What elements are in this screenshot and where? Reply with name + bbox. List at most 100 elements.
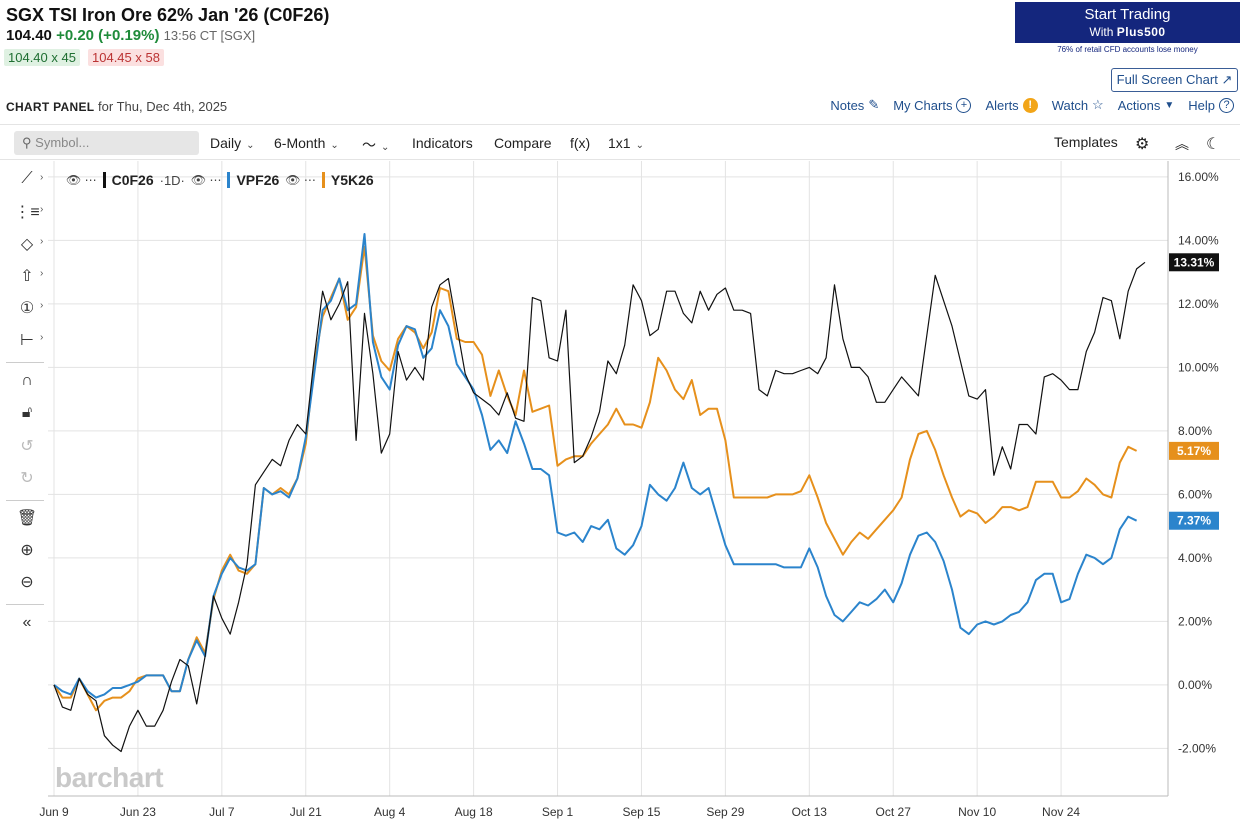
symbol-placeholder: Symbol... [35, 135, 90, 150]
magnet-icon[interactable]: ∩ [21, 372, 33, 389]
x-axis: Jun 9 Jun 23 Jul 7 Jul 21 Aug 4 Aug 18 Sep 1 Se… [39, 795, 1168, 819]
arrow-tool-icon[interactable]: ⇧ › [20, 268, 44, 285]
my-charts-label: My Charts [893, 97, 953, 113]
bid-size: 104.40 x 45 [4, 49, 80, 66]
full-screen-chart-button[interactable]: Full Screen Chart ↗ [1111, 68, 1238, 92]
eye-icon[interactable]: 👁︎ ⋯ [285, 173, 316, 187]
collapse-sidebar-icon[interactable]: « [22, 614, 32, 631]
symbol-search-input[interactable]: ⚲ Symbol... [14, 131, 199, 155]
y-tick-label: 4.00% [1178, 551, 1212, 565]
chart-type-select[interactable]: 〜 ⌄ [362, 135, 389, 155]
top-links: Notes ✎ My Charts + Alerts! Watch ☆ Actions… [830, 97, 1234, 113]
layout-label: 1x1 [608, 135, 631, 151]
eye-icon[interactable]: 👁︎ ⋯ [190, 173, 222, 187]
barchart-watermark: barchart [55, 762, 164, 793]
indicators-button[interactable]: Indicators [412, 135, 473, 151]
legend-c0f26[interactable]: C0F26 [111, 172, 154, 188]
legend-swatch-y5k26 [321, 172, 325, 188]
legend-y5k26[interactable]: Y5K26 [330, 172, 374, 188]
watch-link[interactable]: Watch ☆ [1052, 97, 1104, 113]
quote-time: 13:56 CT [SGX] [163, 28, 256, 43]
annotation-tool-icon[interactable]: ① › [19, 300, 44, 317]
series-lines [53, 233, 1146, 753]
edit-icon: ✎ [868, 97, 880, 112]
legend-c0f26-interval: ·1D· [159, 172, 185, 188]
compare-button[interactable]: Compare [494, 135, 552, 151]
zoom-out-icon[interactable]: ⊖ [20, 574, 34, 591]
x-tick-label: Sep 29 [706, 805, 744, 819]
templates-button[interactable]: Templates [1054, 134, 1118, 150]
last-value-tag-vpf26 [1169, 511, 1219, 530]
panel-title: CHART PANEL [6, 100, 95, 114]
chart-panel-label: CHART PANEL for Thu, Dec 4th, 2025 [6, 99, 227, 114]
collapse-icon[interactable]: ︽ [1175, 136, 1189, 152]
my-charts-link[interactable]: My Charts + [893, 97, 972, 113]
help-link[interactable]: Help? [1188, 97, 1234, 113]
redo-icon[interactable]: ↻ [20, 470, 34, 487]
trash-icon[interactable]: 🗑︎ [16, 510, 38, 527]
notes-link[interactable]: Notes ✎ [830, 97, 879, 113]
plus-circle-icon: + [956, 97, 972, 113]
legend-vpf26[interactable]: VPF26 [236, 172, 280, 188]
x-tick-label: Nov 10 [958, 805, 996, 819]
legend-swatch-c0f26 [102, 172, 106, 188]
chevron-down-icon: ⌄ [330, 140, 339, 151]
alerts-link[interactable]: Alerts! [985, 97, 1038, 113]
help-label: Help [1188, 97, 1215, 113]
trendline-tool-icon[interactable]: ⟋ › [21, 170, 44, 187]
fx-button[interactable]: f(x) [570, 135, 591, 151]
notes-label: Notes [830, 97, 865, 113]
ad-with: With [1089, 25, 1114, 39]
x-tick-label: Jun 23 [120, 805, 156, 819]
y-tick-label: 14.00% [1178, 233, 1219, 247]
interval-select[interactable]: Daily ⌄ [210, 135, 255, 151]
range-select[interactable]: 6-Month ⌄ [274, 135, 339, 151]
series-line-vpf26 [53, 233, 1138, 699]
series-line-c0f26 [53, 261, 1146, 753]
alerts-label: Alerts [985, 97, 1019, 113]
ad-line1: Start Trading [1084, 6, 1171, 23]
ad-line2: With Plus500 [1015, 25, 1240, 39]
x-tick-label: Oct 13 [792, 805, 828, 819]
last-value-label-c0f26: 13.31% [1174, 255, 1215, 269]
tool-divider [6, 604, 44, 605]
interval-label: Daily [210, 135, 242, 151]
actions-menu[interactable]: Actions ▼ [1118, 97, 1175, 113]
price-change: +0.20 (+0.19%) [56, 27, 160, 44]
page-title: SGX TSI Iron Ore 62% Jan '26 (C0F26) [6, 5, 330, 25]
x-tick-label: Aug 4 [374, 805, 406, 819]
layout-select[interactable]: 1x1 ⌄ [608, 135, 644, 151]
plot-area [48, 161, 1168, 796]
watch-label: Watch [1051, 97, 1089, 113]
grid [48, 161, 1168, 796]
y-tick-label: 10.00% [1178, 360, 1219, 374]
expand-arrow-icon: ↗ [1221, 72, 1233, 87]
last-value-label-vpf26: 7.37% [1177, 514, 1211, 528]
zoom-in-icon[interactable]: ⊕ [20, 542, 34, 559]
plus500-ad[interactable]: Start Trading With Plus500 76% of retail… [1015, 2, 1240, 57]
lock-icon[interactable]: 🔓︎ [21, 404, 33, 421]
fib-tool-icon[interactable]: ⋮≡ › [14, 204, 44, 221]
measure-tool-icon[interactable]: ⊢ › [20, 332, 44, 349]
chevron-down-icon: ⌄ [635, 140, 644, 151]
dark-mode-icon[interactable]: ☾ [1206, 136, 1221, 153]
alert-icon: ! [1022, 97, 1038, 113]
chart-legend: 👁︎ ⋯ C0F26 ·1D· 👁︎ ⋯ VPF26 👁︎ ⋯ Y5K26 [66, 172, 374, 188]
x-tick-label: Sep 1 [542, 805, 574, 819]
range-label: 6-Month [274, 135, 326, 151]
undo-icon[interactable]: ↺ [20, 438, 34, 455]
y-tick-label: 0.00% [1178, 678, 1212, 692]
question-icon: ? [1219, 97, 1234, 113]
y-tick-label: -2.00% [1178, 741, 1216, 755]
eye-icon[interactable]: 👁︎ ⋯ [66, 173, 97, 187]
panel-date: for Thu, Dec 4th, 2025 [98, 99, 228, 114]
shapes-tool-icon[interactable]: ◇ › [20, 236, 44, 253]
last-value-tags: 13.31% 7.37% 5.17% [1169, 253, 1219, 530]
last-value-tag-c0f26 [1169, 253, 1219, 272]
price-line: 104.40 +0.20 (+0.19%) 13:56 CT [SGX] [6, 27, 255, 44]
caret-down-icon: ▼ [1164, 99, 1175, 111]
gear-icon[interactable]: ⚙ [1135, 136, 1150, 153]
drawing-toolbar: ⟋ › ⋮≡ › ◇ › ⇧ › ① › ⊢ › ∩ 🔓︎ ↺ ↻ 🗑︎ ⊕ ⊖ « [0, 162, 48, 822]
chevron-down-icon: ⌄ [381, 142, 390, 153]
